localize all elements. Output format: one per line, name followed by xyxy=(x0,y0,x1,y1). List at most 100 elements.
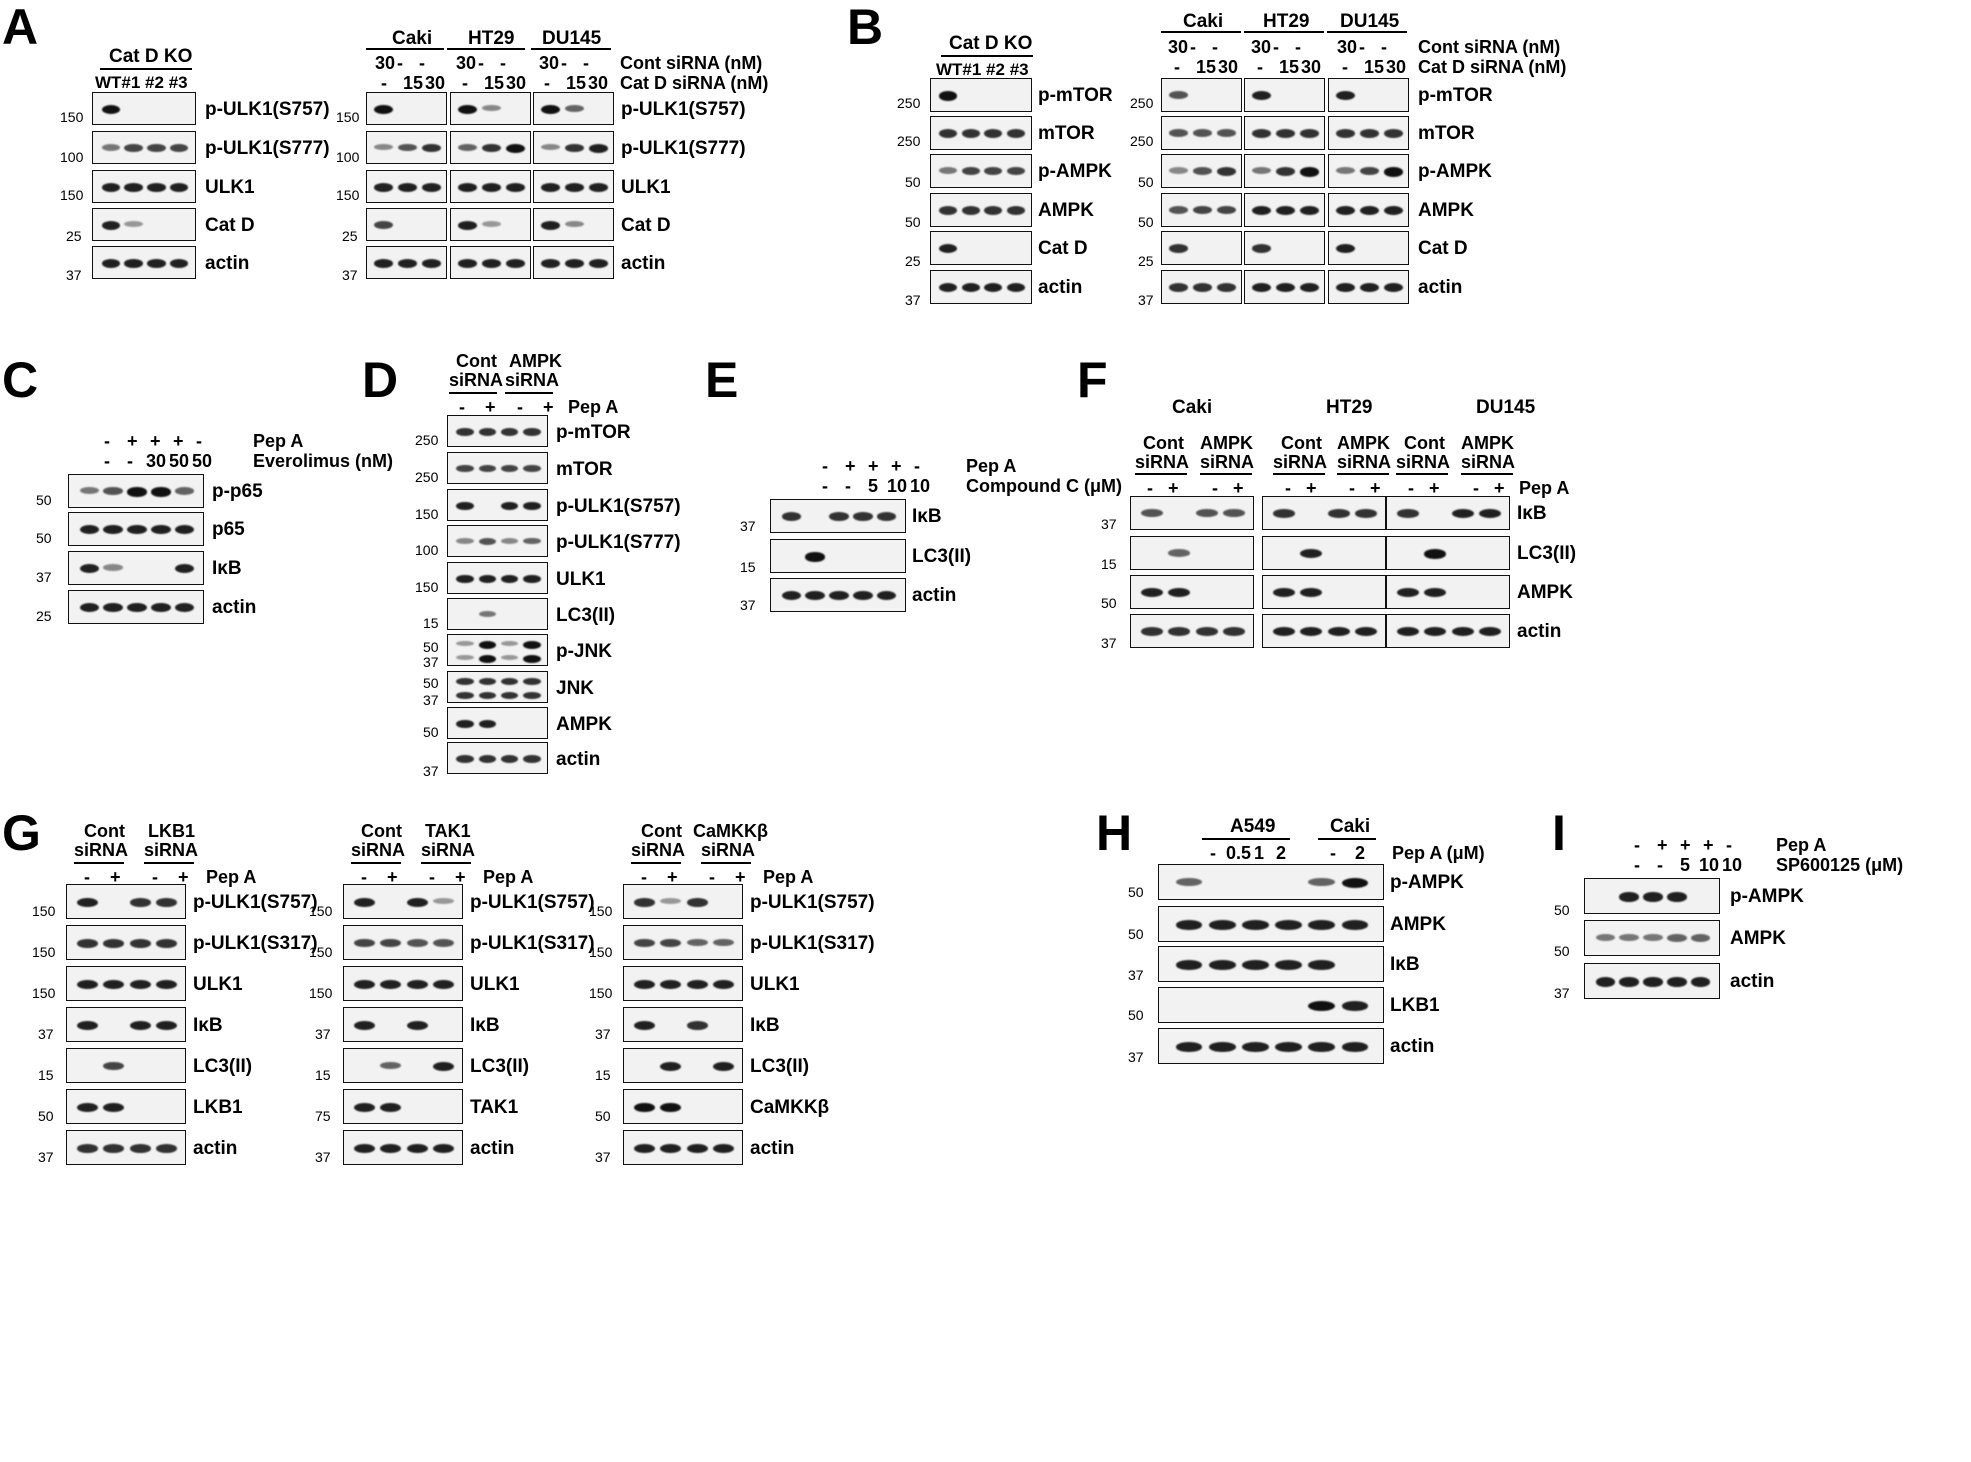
label-LC3II-120: LC3(II) xyxy=(912,546,972,567)
band xyxy=(633,1143,655,1153)
label-actin-185: actin xyxy=(470,1138,515,1159)
band xyxy=(1275,1041,1302,1052)
label-caki-43: Caki xyxy=(1183,11,1224,32)
mw-marker: 37 xyxy=(423,654,439,670)
blot-strip xyxy=(1244,193,1325,227)
band xyxy=(500,692,519,700)
blot-strip xyxy=(770,578,906,612)
label-dash-208: - xyxy=(1330,843,1336,863)
label-cont-88: Cont xyxy=(456,351,497,371)
band xyxy=(1479,627,1501,637)
band xyxy=(1308,959,1335,970)
blot-strip xyxy=(366,246,447,279)
band xyxy=(147,182,166,192)
label-a549-202: A549 xyxy=(1230,816,1276,837)
band xyxy=(522,692,541,700)
band xyxy=(1216,206,1236,215)
label-pmTOR-97: p-mTOR xyxy=(556,422,631,443)
band xyxy=(374,182,394,192)
label-CatD-70: Cat D xyxy=(1418,238,1468,259)
label-plus-161: + xyxy=(178,867,189,887)
blot-strip xyxy=(92,92,196,125)
mw-marker: 150 xyxy=(336,187,360,203)
band xyxy=(1595,933,1615,942)
label-cont-125: Cont xyxy=(1143,433,1184,453)
band xyxy=(1383,167,1403,177)
band xyxy=(433,1143,455,1153)
label-pULK1_757-25: p-ULK1(S757) xyxy=(205,99,330,120)
label-plus-95: + xyxy=(543,397,554,417)
label-c10-116: 10 xyxy=(910,476,931,496)
blot-strip xyxy=(1158,987,1384,1023)
mw-marker: 150 xyxy=(32,985,56,1001)
mw-marker: 37 xyxy=(1101,635,1117,651)
label-LKB1-168: LKB1 xyxy=(193,1097,243,1118)
label-plus-217: + xyxy=(1657,835,1668,855)
band xyxy=(1300,549,1323,559)
label-dash-53: - xyxy=(1359,37,1365,57)
band xyxy=(129,897,151,907)
blot-strip xyxy=(1161,154,1242,188)
band xyxy=(1424,549,1447,559)
blot-strip xyxy=(66,1048,186,1083)
mw-marker: 150 xyxy=(309,903,333,919)
band xyxy=(1308,877,1335,886)
blot-strip xyxy=(1244,270,1325,304)
label-ampk-127: AMPK xyxy=(1200,433,1253,453)
mw-marker: 50 xyxy=(905,214,921,230)
band xyxy=(781,512,801,521)
mw-marker: 150 xyxy=(60,187,84,203)
blot-strip xyxy=(1262,614,1386,648)
band xyxy=(781,591,801,601)
blot-strip xyxy=(623,1130,743,1165)
blot-strip xyxy=(366,92,447,125)
blot-strip xyxy=(366,131,447,164)
blot-strip xyxy=(68,512,204,546)
band xyxy=(1479,509,1501,519)
band xyxy=(500,655,519,661)
label-dash-17: - xyxy=(462,73,468,93)
mw-marker: 50 xyxy=(905,174,921,190)
label-IkB-150: IκB xyxy=(1517,503,1547,524)
band xyxy=(686,938,708,947)
mw-marker: 50 xyxy=(36,492,52,508)
label-actin-42: actin xyxy=(1038,277,1083,298)
label-p65-85: p65 xyxy=(212,519,245,540)
label-IkB-198: IκB xyxy=(750,1015,780,1036)
label-du145-124: DU145 xyxy=(1476,397,1536,418)
blot-strip xyxy=(623,966,743,1001)
mw-marker: 150 xyxy=(589,985,613,1001)
label-AMPK-212: AMPK xyxy=(1390,914,1446,935)
label-actin-169: actin xyxy=(193,1138,238,1159)
label-plus-218: + xyxy=(1680,835,1691,855)
band xyxy=(101,220,120,230)
underline xyxy=(144,862,194,864)
blot-strip xyxy=(533,208,614,241)
band xyxy=(481,258,501,268)
band xyxy=(1168,588,1191,598)
blot-strip xyxy=(770,499,906,533)
band xyxy=(101,258,120,268)
label-c50-81: 50 xyxy=(192,451,213,471)
band xyxy=(1006,167,1025,176)
underline xyxy=(531,48,611,50)
band xyxy=(1359,206,1379,216)
label-pULK1_777-26: p-ULK1(S777) xyxy=(205,138,330,159)
band xyxy=(1175,1041,1203,1052)
label-siRNA-171: siRNA xyxy=(351,840,406,860)
band xyxy=(522,427,541,436)
mw-marker: 150 xyxy=(309,944,333,960)
label-siRNA-173: siRNA xyxy=(421,840,476,860)
band xyxy=(478,610,497,618)
band xyxy=(156,938,178,948)
label-pULK1_757-99: p-ULK1(S757) xyxy=(556,496,681,517)
band xyxy=(1383,206,1403,216)
band xyxy=(170,182,189,192)
band xyxy=(421,182,441,192)
mw-marker: 37 xyxy=(1101,516,1117,532)
blot-strip xyxy=(1244,154,1325,188)
band xyxy=(1336,129,1356,138)
label-dash-48: - xyxy=(1212,37,1218,57)
label-caki-2: Caki xyxy=(392,28,433,49)
label-LC3II-167: LC3(II) xyxy=(193,1056,253,1077)
